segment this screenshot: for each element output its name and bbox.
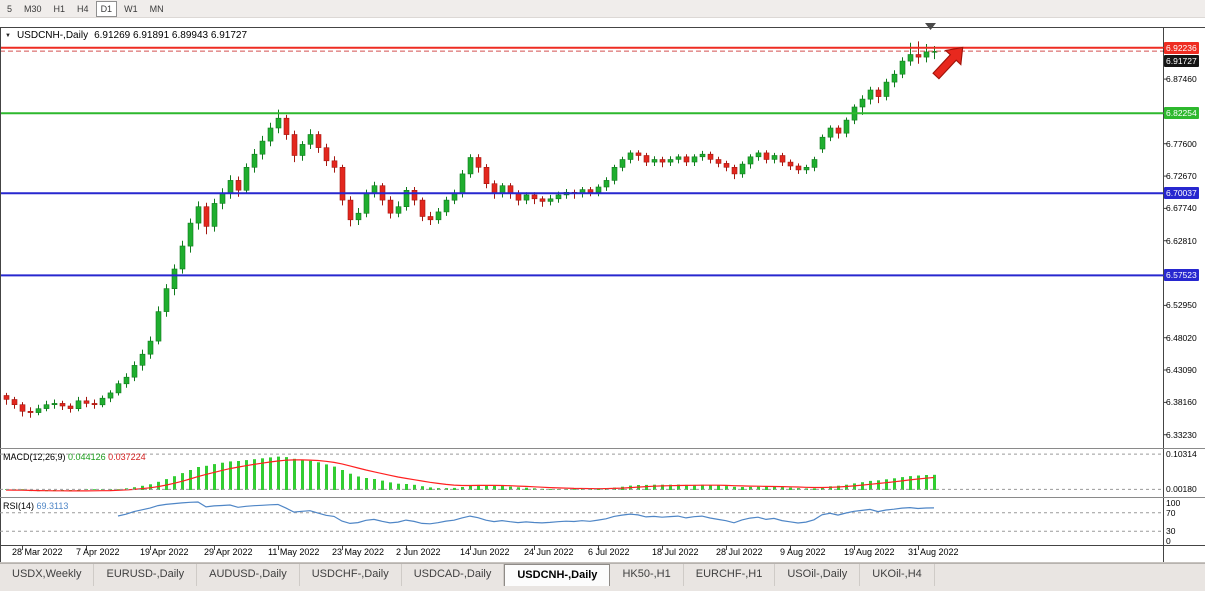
macd-name: MACD(12,26,9) — [3, 452, 66, 462]
chart-tab-usoil-daily[interactable]: USOil-,Daily — [775, 564, 861, 586]
red-up-arrow[interactable] — [928, 40, 970, 83]
price-axis-label: 6.62810 — [1166, 235, 1197, 246]
price-axis-label: 6.87460 — [1166, 74, 1197, 85]
chart-tab-usdcnh-daily[interactable]: USDCNH-,Daily — [504, 564, 611, 586]
price-axis-label: 6.72670 — [1166, 171, 1197, 182]
price-badge: 6.91727 — [1164, 54, 1199, 67]
rsi-name: RSI(14) — [3, 501, 35, 511]
chart-tab-usdchf-daily[interactable]: USDCHF-,Daily — [300, 564, 402, 586]
price-axis-label: 6.43090 — [1166, 365, 1197, 376]
chart-tab-audusd-daily[interactable]: AUDUSD-,Daily — [197, 564, 300, 586]
tf-button-h4[interactable]: H4 — [77, 3, 89, 14]
chart-menu-icon[interactable]: ▼ — [5, 32, 11, 39]
candles-layer — [3, 41, 938, 418]
price-badge: 6.70037 — [1164, 187, 1199, 200]
chart-title: ▼ USDCNH-,Daily 6.91269 6.91891 6.89943 … — [5, 30, 247, 41]
date-axis-label: 18 Jul 2022 — [652, 547, 699, 557]
date-axis-label: 24 Jun 2022 — [524, 547, 574, 557]
macd-indicator-label: MACD(12,26,9) 0.044126 0.037224 — [3, 452, 146, 462]
rsi-indicator-label: RSI(14) 69.3113 — [3, 501, 68, 511]
date-axis-label: 29 Apr 2022 — [204, 547, 253, 557]
price-axis-label: 0.00180 — [1166, 484, 1197, 495]
chart-shift-marker — [925, 23, 936, 30]
chart-tab-usdx-weekly[interactable]: USDX,Weekly — [0, 564, 95, 586]
date-axis-label: 6 Jul 2022 — [588, 547, 630, 557]
date-axis-label: 23 May 2022 — [332, 547, 385, 557]
price-axis-label: 0.10314 — [1166, 449, 1197, 460]
chart-ohlc-values: 6.91269 6.91891 6.89943 6.91727 — [94, 30, 248, 41]
chart-tab-ukoil-h4[interactable]: UKOil-,H4 — [860, 564, 935, 586]
price-axis-label: 0 — [1166, 536, 1171, 546]
price-badge: 6.57523 — [1164, 269, 1199, 282]
timeframe-toolbar: 5 M30 H1 H4 D1 W1 MN — [0, 0, 1205, 18]
time-axis[interactable]: 28 Mar 2022 7 Apr 2022 19 Apr 2022 29 Apr 2… — [0, 546, 1163, 562]
price-axis-label: 6.38160 — [1166, 397, 1197, 408]
date-axis-label: 31 Aug 2022 — [908, 547, 959, 557]
date-axis-label: 19 Aug 2022 — [844, 547, 895, 557]
tf-button-w1[interactable]: W1 — [124, 3, 138, 14]
date-axis-label: 7 Apr 2022 — [76, 547, 120, 557]
tf-button-mn[interactable]: MN — [149, 3, 164, 14]
window-bottom-strip — [0, 586, 1205, 591]
price-axis-label: 6.33230 — [1166, 429, 1197, 440]
date-axis-label: 28 Mar 2022 — [12, 547, 63, 557]
chart-tabs-bar: USDX,Weekly EURUSD-,Daily AUDUSD-,Daily USD… — [0, 563, 1205, 586]
tf-button-5[interactable]: 5 — [7, 3, 13, 14]
chart-symbol-label: USDCNH-,Daily — [16, 30, 89, 41]
date-axis-label: 19 Apr 2022 — [140, 547, 189, 557]
price-axis-label: 6.67740 — [1166, 203, 1197, 214]
macd-signal-value: 0.037224 — [108, 452, 146, 462]
date-axis-label: 2 Jun 2022 — [396, 547, 441, 557]
chart-tab-eurusd-daily[interactable]: EURUSD-,Daily — [94, 564, 198, 586]
price-axis[interactable]: 6.87460 6.77600 6.72670 6.67740 6.62810 6.529… — [1164, 18, 1205, 562]
date-axis-label: 11 May 2022 — [268, 547, 320, 557]
chart-tab-hk50-h1[interactable]: HK50-,H1 — [610, 564, 684, 586]
price-axis-label: 70 — [1166, 507, 1176, 518]
tf-button-d1[interactable]: D1 — [95, 0, 118, 17]
tf-button-m30[interactable]: M30 — [24, 3, 42, 14]
price-badge: 6.92236 — [1164, 41, 1199, 54]
rsi-value: 69.3113 — [36, 501, 69, 511]
annotations-layer — [925, 23, 970, 83]
hlines-layer — [0, 46, 1163, 277]
chart-tab-eurchf-h1[interactable]: EURCHF-,H1 — [684, 564, 776, 586]
rsi-layer — [0, 501, 1163, 532]
date-axis-label: 14 Jun 2022 — [460, 547, 510, 557]
macd-main-value: 0.044126 — [68, 452, 106, 462]
price-axis-label: 6.52950 — [1166, 300, 1197, 311]
price-axis-label: 100 — [1166, 498, 1181, 508]
date-axis-label: 28 Jul 2022 — [716, 547, 763, 557]
chart-tab-usdcad-daily[interactable]: USDCAD-,Daily — [402, 564, 505, 586]
date-axis-label: 9 Aug 2022 — [780, 547, 826, 557]
price-axis-label: 6.48020 — [1166, 332, 1197, 343]
price-badge: 6.82254 — [1164, 107, 1199, 120]
tf-button-h1[interactable]: H1 — [53, 3, 66, 14]
macd-layer — [0, 453, 1163, 492]
price-axis-label: 6.77600 — [1166, 138, 1197, 149]
borders-layer — [0, 27, 1205, 563]
price-axis-label: 30 — [1166, 526, 1176, 537]
